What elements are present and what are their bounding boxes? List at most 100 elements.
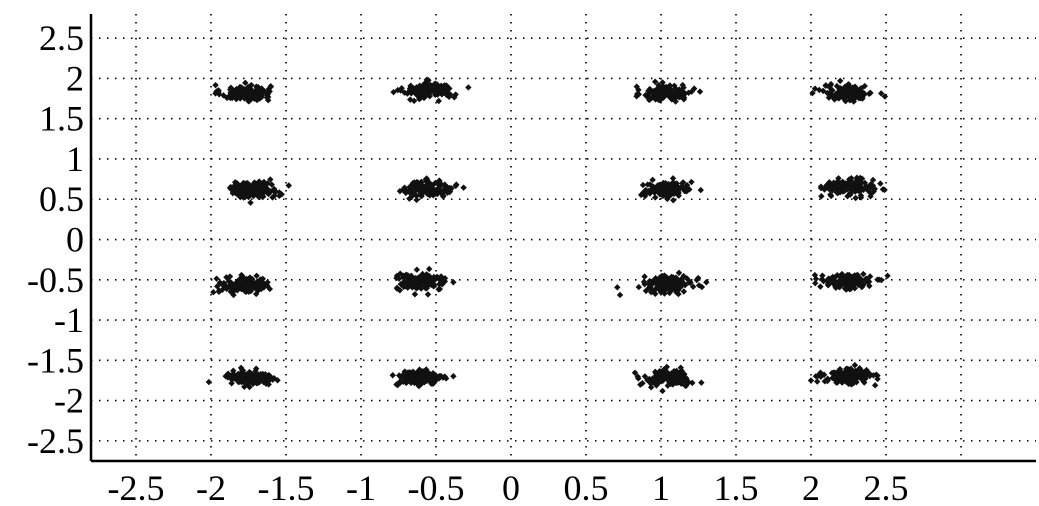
scatter-point <box>664 193 671 201</box>
scatter-point <box>649 375 656 382</box>
scatter-point <box>840 272 847 280</box>
scatter-point <box>248 89 256 97</box>
scatter-point <box>835 175 842 182</box>
y-tick-label: -0.5 <box>27 260 84 300</box>
scatter-point <box>418 273 425 281</box>
scatter-point <box>677 371 684 378</box>
scatter-point <box>245 190 252 198</box>
scatter-point <box>239 279 247 286</box>
x-tick-label: 2 <box>802 468 820 506</box>
scatter-point <box>242 186 250 193</box>
y-tick-label: -2.5 <box>27 421 84 461</box>
data-points <box>205 76 891 395</box>
scatter-point <box>851 285 858 292</box>
scatter-point <box>829 374 837 381</box>
scatter-point <box>664 369 672 377</box>
scatter-point <box>867 180 875 188</box>
scatter-point <box>833 82 841 90</box>
scatter-point <box>244 86 252 93</box>
scatter-point <box>285 182 292 189</box>
scatter-point <box>428 380 435 387</box>
scatter-point <box>642 187 650 194</box>
scatter-point <box>844 285 851 292</box>
scatter-point <box>660 372 668 379</box>
scatter-point <box>435 87 442 94</box>
scatter-point <box>680 84 687 91</box>
scatter-point <box>465 84 472 91</box>
scatter-point <box>430 281 437 289</box>
scatter-point <box>828 183 835 191</box>
scatter-point <box>842 97 849 105</box>
scatter-point <box>831 371 839 379</box>
scatter-point <box>854 93 861 100</box>
x-tick-label: -1.5 <box>258 468 315 506</box>
scatter-point <box>662 186 669 193</box>
scatter-point <box>826 179 833 186</box>
scatter-point <box>635 283 642 291</box>
scatter-point <box>236 86 244 93</box>
scatter-point <box>816 86 823 94</box>
scatter-point <box>633 93 640 100</box>
scatter-point <box>693 276 700 284</box>
scatter-point <box>393 284 401 292</box>
scatter-point <box>811 271 819 279</box>
scatter-point <box>228 376 236 383</box>
scatter-point <box>866 282 873 290</box>
scatter-point <box>660 179 667 187</box>
scatter-point <box>841 87 848 94</box>
x-tick-label: -2 <box>196 468 226 506</box>
scatter-point <box>228 380 235 387</box>
scatter-point <box>407 379 415 387</box>
scatter-point <box>414 380 421 388</box>
scatter-point <box>239 182 247 190</box>
scatter-point <box>660 277 667 284</box>
scatter-point <box>659 79 666 86</box>
scatter-point <box>267 188 274 195</box>
scatter-point <box>688 88 695 95</box>
scatter-point <box>670 88 677 95</box>
scatter-point <box>230 291 237 299</box>
scatter-point <box>236 95 244 102</box>
scatter-point <box>639 181 647 189</box>
scatter-point <box>858 85 865 92</box>
scatter-point <box>424 91 431 98</box>
scatter-point <box>673 187 680 194</box>
scatter-point <box>452 91 459 98</box>
scatter-point <box>827 80 835 88</box>
scatter-point <box>428 83 435 91</box>
scatter-point <box>646 277 653 285</box>
scatter-point <box>254 85 261 92</box>
scatter-point <box>664 282 672 290</box>
scatter-point <box>854 272 861 279</box>
scatter-point <box>849 379 856 387</box>
scatter-point <box>657 188 665 195</box>
scatter-point <box>840 276 848 284</box>
scatter-point <box>450 373 457 380</box>
y-tick-label: 2 <box>66 58 84 98</box>
scatter-point <box>861 379 868 386</box>
scatter-point <box>417 95 424 102</box>
x-tick-label: 2.5 <box>864 468 909 506</box>
scatter-point <box>411 291 419 298</box>
scatter-point <box>259 275 266 282</box>
scatter-point <box>230 367 237 374</box>
scatter-point <box>421 183 428 191</box>
scatter-point <box>668 274 676 281</box>
scatter-point <box>641 273 648 280</box>
scatter-point <box>867 189 874 197</box>
scatter-point <box>264 372 272 379</box>
scatter-point <box>267 176 274 183</box>
scatter-point <box>246 274 254 281</box>
scatter-point <box>397 87 404 94</box>
scatter-point <box>242 372 250 379</box>
scatter-point <box>845 276 852 283</box>
scatter-point <box>822 82 829 89</box>
scatter-point <box>824 280 832 288</box>
scatter-point <box>427 184 435 192</box>
scatter-point <box>435 184 442 192</box>
scatter-point <box>228 288 235 295</box>
scatter-point <box>235 378 243 386</box>
scatter-point <box>450 279 457 286</box>
scatter-point <box>396 187 404 195</box>
scatter-point <box>648 281 655 288</box>
